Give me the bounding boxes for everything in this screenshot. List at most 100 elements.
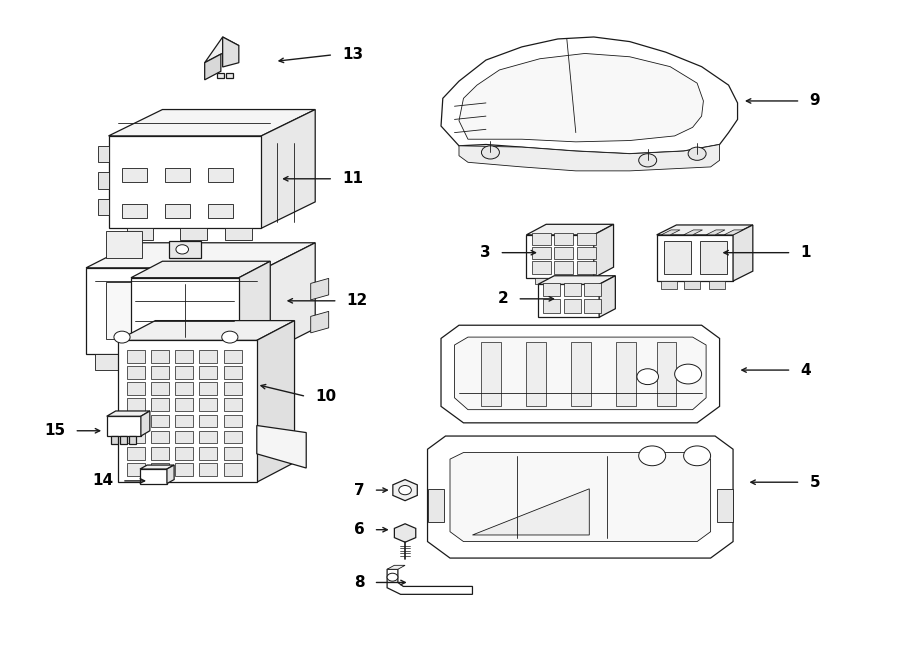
Polygon shape <box>577 247 596 260</box>
Polygon shape <box>734 225 752 281</box>
Polygon shape <box>130 436 137 444</box>
Text: 6: 6 <box>354 522 364 537</box>
Polygon shape <box>175 447 194 459</box>
Polygon shape <box>450 453 711 541</box>
Polygon shape <box>107 411 150 416</box>
Polygon shape <box>664 241 691 274</box>
Polygon shape <box>175 399 194 411</box>
Polygon shape <box>684 230 703 235</box>
Circle shape <box>675 364 702 384</box>
Polygon shape <box>226 73 233 78</box>
Polygon shape <box>717 488 734 522</box>
Polygon shape <box>131 278 239 344</box>
Polygon shape <box>151 414 169 428</box>
Polygon shape <box>98 146 109 163</box>
Polygon shape <box>217 73 224 78</box>
Polygon shape <box>706 230 725 235</box>
Polygon shape <box>310 311 328 333</box>
Text: 9: 9 <box>809 93 820 108</box>
Text: 11: 11 <box>342 171 364 186</box>
Polygon shape <box>199 399 218 411</box>
Circle shape <box>399 486 411 494</box>
Polygon shape <box>127 366 145 379</box>
Text: 5: 5 <box>809 475 820 490</box>
Polygon shape <box>544 283 560 296</box>
Polygon shape <box>532 233 551 245</box>
Polygon shape <box>554 278 566 284</box>
Polygon shape <box>223 366 242 379</box>
Polygon shape <box>95 354 140 370</box>
Polygon shape <box>175 430 194 444</box>
Polygon shape <box>584 299 601 313</box>
Polygon shape <box>151 463 169 476</box>
Circle shape <box>639 154 657 167</box>
Text: 8: 8 <box>354 575 364 590</box>
Polygon shape <box>141 411 150 436</box>
Polygon shape <box>208 168 233 182</box>
Polygon shape <box>175 350 194 363</box>
Polygon shape <box>151 382 169 395</box>
Polygon shape <box>554 233 573 245</box>
Polygon shape <box>554 247 573 260</box>
Circle shape <box>176 245 188 254</box>
Polygon shape <box>151 350 169 363</box>
Polygon shape <box>684 281 700 289</box>
Polygon shape <box>127 414 145 428</box>
Polygon shape <box>131 261 270 278</box>
Polygon shape <box>554 262 573 274</box>
Polygon shape <box>223 463 242 476</box>
Polygon shape <box>199 447 218 459</box>
Polygon shape <box>538 284 599 317</box>
Polygon shape <box>526 224 614 235</box>
Polygon shape <box>199 350 218 363</box>
Polygon shape <box>538 276 616 284</box>
Polygon shape <box>472 488 590 535</box>
Polygon shape <box>662 281 678 289</box>
Polygon shape <box>563 299 580 313</box>
Polygon shape <box>175 382 194 395</box>
Polygon shape <box>208 204 233 218</box>
Polygon shape <box>199 414 218 428</box>
Polygon shape <box>532 262 551 274</box>
Polygon shape <box>544 299 560 313</box>
Polygon shape <box>151 366 169 379</box>
Circle shape <box>639 446 666 466</box>
Polygon shape <box>238 261 270 344</box>
Polygon shape <box>151 430 169 444</box>
Polygon shape <box>109 110 315 136</box>
Polygon shape <box>526 342 546 407</box>
Polygon shape <box>199 366 218 379</box>
Polygon shape <box>151 447 169 459</box>
Polygon shape <box>616 342 636 407</box>
Polygon shape <box>563 283 580 296</box>
Polygon shape <box>118 340 256 483</box>
Polygon shape <box>199 463 218 476</box>
Circle shape <box>688 147 706 161</box>
Polygon shape <box>310 278 328 300</box>
Polygon shape <box>223 430 242 444</box>
Polygon shape <box>127 350 145 363</box>
Polygon shape <box>428 436 734 558</box>
Text: 4: 4 <box>800 363 811 377</box>
Polygon shape <box>441 325 720 423</box>
Polygon shape <box>199 382 218 395</box>
Polygon shape <box>204 37 238 63</box>
Polygon shape <box>572 278 584 284</box>
Polygon shape <box>662 230 680 235</box>
Polygon shape <box>225 228 252 240</box>
Polygon shape <box>482 342 501 407</box>
Polygon shape <box>122 204 148 218</box>
Polygon shape <box>584 283 601 296</box>
Polygon shape <box>454 337 706 410</box>
Polygon shape <box>394 524 416 542</box>
Polygon shape <box>459 54 704 142</box>
Circle shape <box>637 369 659 385</box>
Polygon shape <box>392 480 418 500</box>
Polygon shape <box>256 426 306 468</box>
Polygon shape <box>223 414 242 428</box>
Polygon shape <box>109 136 261 228</box>
Polygon shape <box>204 54 220 80</box>
Polygon shape <box>151 399 169 411</box>
Polygon shape <box>572 342 591 407</box>
Polygon shape <box>599 276 616 317</box>
